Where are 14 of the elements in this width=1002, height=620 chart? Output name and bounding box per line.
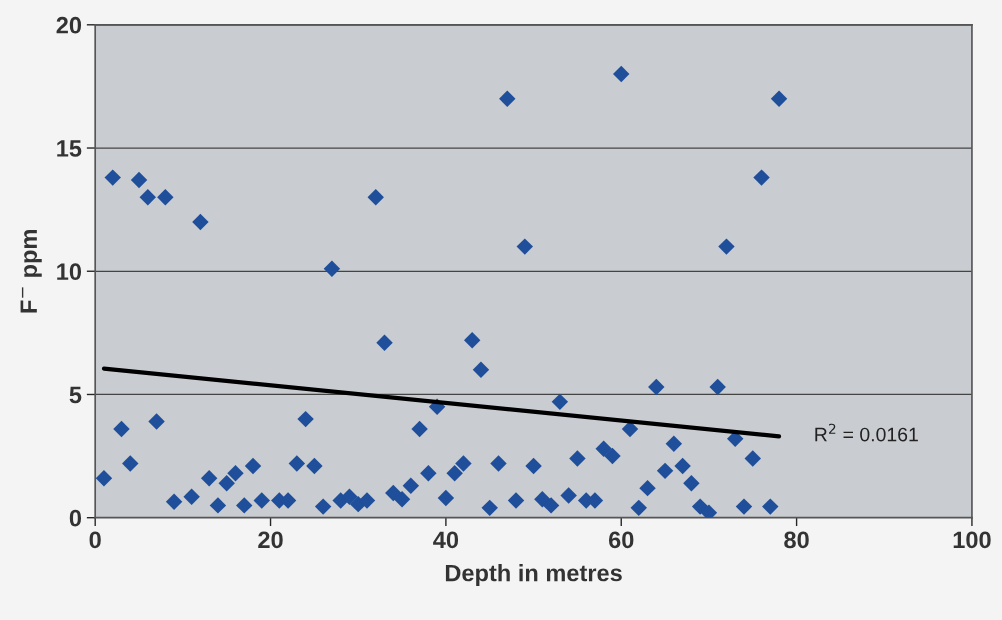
x-axis-title: Depth in metres: [445, 564, 622, 587]
annotation: R$^{2}$ = 0.0161: [815, 423, 918, 442]
y-tick-label: 10: [57, 263, 82, 281]
y-tick-label: 15: [57, 140, 82, 157]
x-tick-label: 0: [89, 531, 101, 549]
x-tick-label: 60: [608, 531, 634, 549]
x-tick-label: 80: [784, 531, 809, 549]
x-tick-label: 20: [258, 531, 283, 549]
y-tick-label: 20: [56, 16, 82, 34]
y-axis-title: F$^{−}$ ppm: [20, 230, 42, 313]
y-tick-label: 5: [69, 386, 82, 404]
y-tick-label: 0: [69, 509, 82, 527]
x-tick-label: 40: [433, 531, 459, 549]
x-tick-label: 100: [953, 531, 991, 549]
